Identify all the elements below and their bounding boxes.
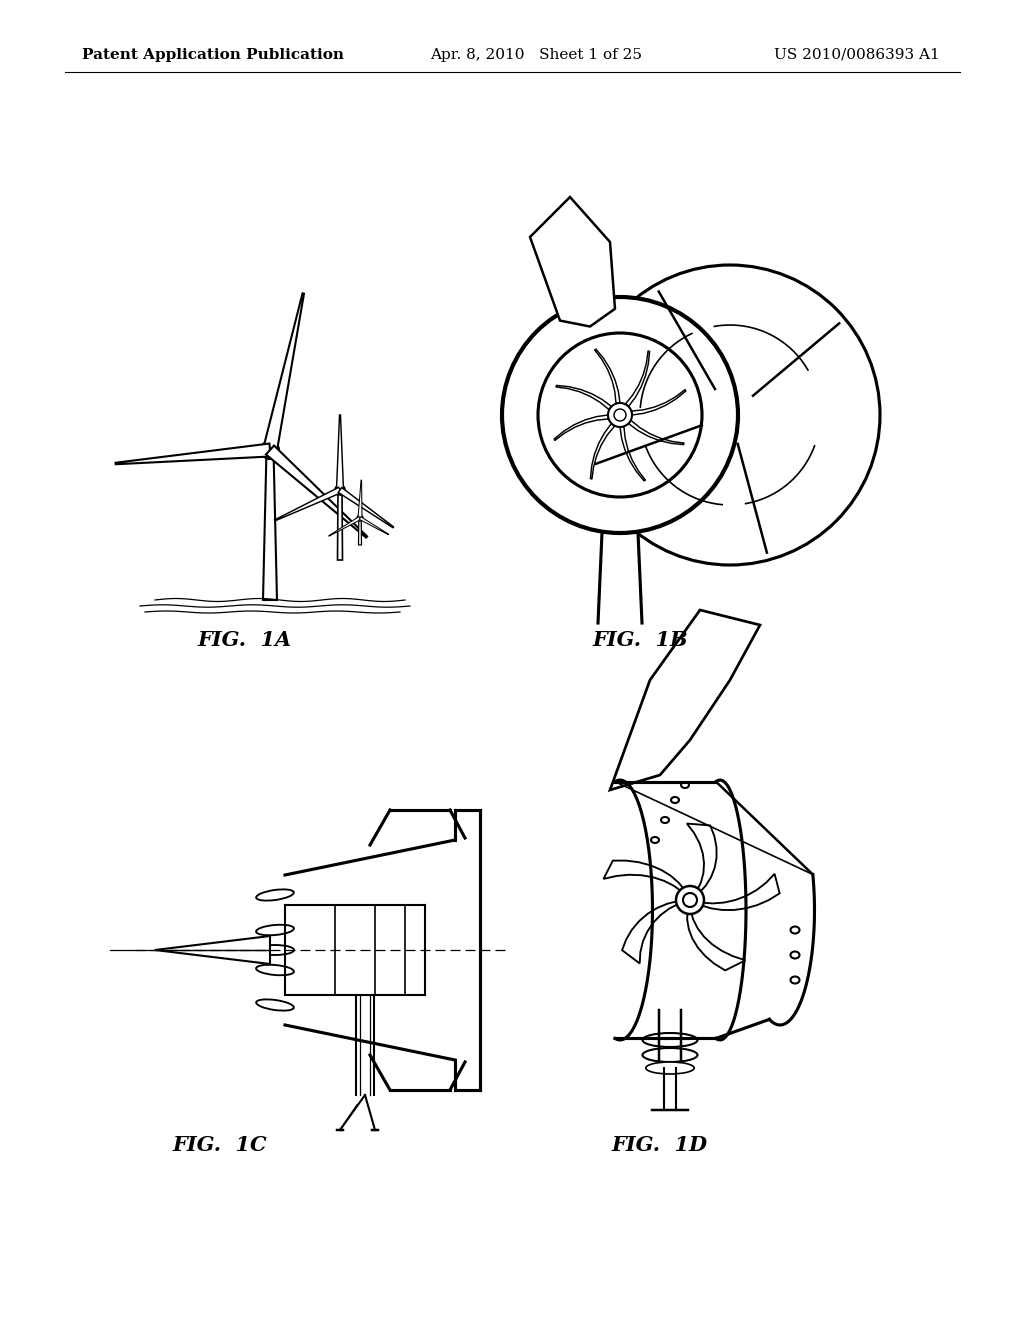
Circle shape [335,484,345,495]
Polygon shape [610,610,760,789]
Text: US 2010/0086393 A1: US 2010/0086393 A1 [774,48,940,62]
Polygon shape [337,414,343,490]
Polygon shape [687,909,745,970]
Text: FIG.  1C: FIG. 1C [173,1135,267,1155]
Ellipse shape [256,925,294,936]
Polygon shape [338,487,393,528]
Polygon shape [274,487,341,521]
Text: FIG.  1D: FIG. 1D [612,1135,708,1155]
Text: FIG.  1A: FIG. 1A [198,630,292,649]
Circle shape [357,515,362,521]
Polygon shape [338,490,342,560]
Ellipse shape [256,965,294,975]
Circle shape [502,297,738,533]
Circle shape [676,886,705,913]
Ellipse shape [256,945,294,954]
Polygon shape [530,197,615,326]
Polygon shape [556,385,611,409]
Text: Apr. 8, 2010   Sheet 1 of 25: Apr. 8, 2010 Sheet 1 of 25 [430,48,642,62]
Polygon shape [266,446,368,537]
Polygon shape [626,351,649,407]
Polygon shape [329,516,360,536]
Polygon shape [595,350,620,403]
Text: FIG.  1B: FIG. 1B [592,630,688,649]
Polygon shape [358,480,362,517]
Ellipse shape [642,1048,697,1063]
Polygon shape [620,426,645,480]
Polygon shape [263,450,278,601]
Circle shape [580,265,880,565]
Circle shape [683,894,697,907]
Polygon shape [632,389,686,414]
Ellipse shape [256,999,294,1011]
Polygon shape [263,293,304,451]
Polygon shape [622,902,679,964]
Circle shape [608,403,632,426]
Text: Patent Application Publication: Patent Application Publication [82,48,344,62]
Polygon shape [687,824,717,894]
Ellipse shape [256,890,294,900]
Polygon shape [359,516,389,535]
Circle shape [261,441,279,459]
Polygon shape [155,936,270,964]
Polygon shape [358,517,361,545]
Polygon shape [116,444,270,465]
Polygon shape [554,414,608,441]
Ellipse shape [646,1063,694,1074]
Polygon shape [629,421,684,445]
Circle shape [538,333,702,498]
Circle shape [614,409,626,421]
Polygon shape [591,424,614,479]
Ellipse shape [642,1034,697,1047]
Polygon shape [700,874,779,909]
Polygon shape [603,861,685,892]
